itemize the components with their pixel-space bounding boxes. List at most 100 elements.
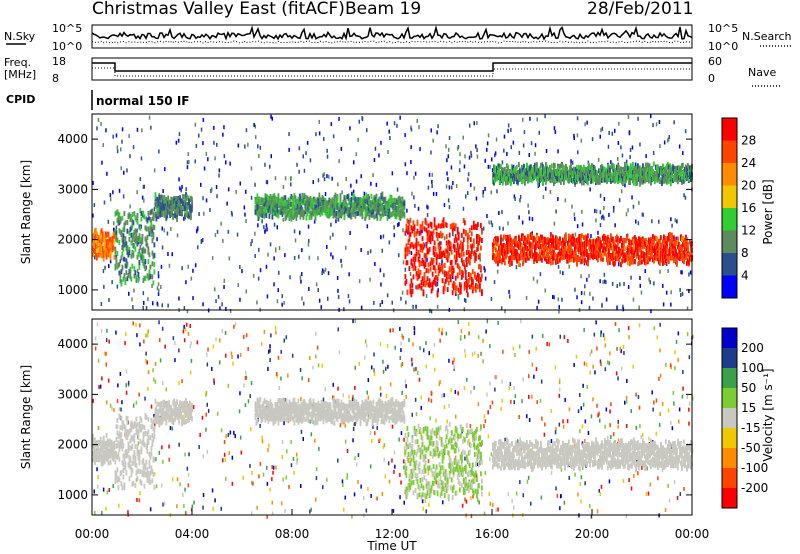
echo-cell: [629, 148, 632, 152]
echo-cell: [163, 212, 166, 218]
echo-cell: [131, 237, 134, 243]
echo-cell: [186, 309, 189, 314]
echo-cell: [386, 204, 389, 210]
echo-cell: [417, 268, 420, 274]
echo-cell: [101, 232, 104, 238]
echo-cell: [118, 212, 121, 218]
echo-cell: [289, 201, 292, 207]
echo-cell: [347, 294, 350, 299]
echo-cell: [113, 235, 116, 241]
echo-cell: [378, 201, 381, 207]
echo-cell: [316, 197, 319, 203]
echo-cell: [386, 121, 388, 126]
echo-cell: [469, 237, 472, 243]
echo-cell: [652, 123, 654, 128]
echo-cell: [400, 296, 402, 301]
echo-cell: [299, 230, 301, 235]
echo-cell: [329, 235, 332, 240]
echo-cell: [360, 174, 362, 179]
echo-cell: [670, 302, 672, 307]
echo-cell: [258, 247, 260, 252]
echo-cell: [185, 212, 187, 218]
echo-cell: [306, 202, 309, 208]
echo-cell: [159, 199, 162, 205]
echo-cell: [366, 199, 369, 205]
echo-cell: [94, 255, 96, 260]
nsky-trace: [91, 25, 693, 41]
echo-cell: [281, 196, 284, 202]
echo-cell: [185, 187, 187, 192]
echo-cell: [131, 297, 133, 302]
echo-cell: [156, 211, 159, 217]
echo-cell: [202, 196, 204, 201]
echo-cell: [429, 236, 432, 242]
echo-cell: [381, 195, 384, 201]
echo-cell: [420, 280, 423, 285]
echo-cell: [253, 122, 255, 127]
echo-cell: [393, 121, 396, 126]
echo-cell: [321, 268, 324, 273]
echo-cell: [599, 193, 602, 198]
echo-cell: [109, 259, 112, 264]
echo-cell: [143, 263, 146, 269]
echo-cell: [350, 199, 353, 205]
echo-cell: [323, 172, 325, 177]
echo-cell: [580, 274, 582, 279]
echo-cell: [354, 213, 357, 219]
echo-cell: [264, 229, 266, 234]
echo-cell: [283, 206, 286, 211]
echo-cell: [158, 206, 161, 212]
echo-cell: [398, 198, 401, 204]
echo-cell: [259, 208, 262, 214]
echo-cell: [286, 206, 289, 212]
echo-cell: [337, 216, 340, 222]
echo-cell: [216, 194, 218, 199]
echo-cell: [289, 196, 292, 202]
echo-cell: [409, 217, 412, 223]
echo-cell: [130, 225, 133, 231]
echo-cell: [528, 210, 530, 215]
echo-cell: [618, 121, 620, 126]
echo-cell: [332, 232, 334, 237]
echo-cell: [134, 270, 137, 276]
echo-cell: [121, 264, 124, 270]
echo-cell: [168, 200, 171, 206]
echo-cell: [269, 209, 272, 215]
echo-cell: [145, 216, 148, 222]
echo-cell: [299, 196, 302, 202]
echo-cell: [599, 223, 602, 228]
echo-cell: [307, 224, 310, 229]
echo-cell: [444, 248, 447, 254]
echo-cell: [161, 197, 164, 203]
echo-cell: [350, 214, 353, 220]
echo-cell: [599, 279, 601, 284]
echo-cell: [420, 244, 423, 250]
echo-cell: [375, 193, 378, 199]
echo-cell: [351, 207, 354, 213]
echo-cell: [680, 270, 682, 275]
echo-cell: [421, 236, 424, 242]
echo-cell: [92, 246, 94, 252]
echo-cell: [161, 204, 164, 210]
echo-cell: [280, 197, 283, 203]
echo-cell: [142, 291, 145, 296]
echo-cell: [457, 231, 460, 237]
echo-cell: [415, 231, 418, 237]
echo-cell: [333, 199, 336, 205]
echo-cell: [441, 232, 444, 238]
echo-cell: [477, 222, 479, 228]
echo-cell: [257, 276, 260, 281]
echo-cell: [403, 211, 406, 217]
echo-cell: [629, 155, 631, 159]
echo-cell: [345, 206, 348, 212]
echo-cell: [271, 214, 274, 220]
echo-cell: [416, 274, 419, 280]
echo-cell: [361, 213, 364, 219]
echo-cell: [291, 206, 294, 212]
echo-cell: [102, 256, 105, 262]
echo-cell: [335, 219, 337, 224]
echo-cell: [596, 209, 598, 214]
echo-cell: [445, 184, 448, 189]
echo-cell: [618, 262, 620, 267]
echo-cell: [346, 203, 349, 209]
